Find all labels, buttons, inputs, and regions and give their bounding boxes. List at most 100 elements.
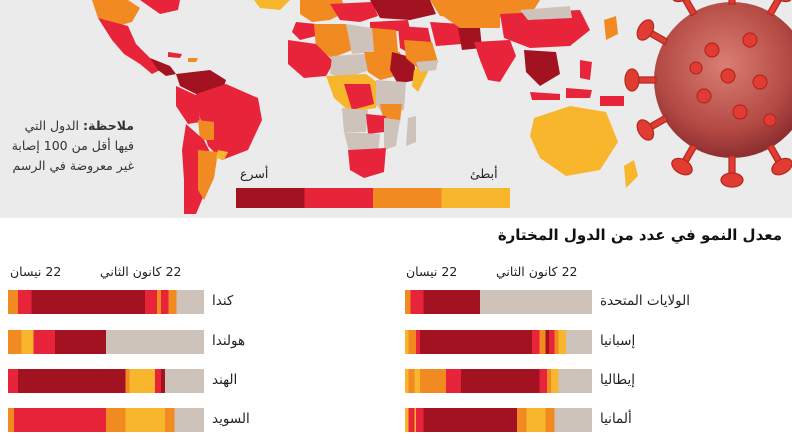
- bar-segment-red: [416, 330, 420, 354]
- map-congo: [344, 84, 374, 110]
- bar-segment-orange: [545, 408, 555, 432]
- map-japan: [604, 16, 618, 40]
- country-label: السويد: [212, 411, 250, 427]
- right-date-end-text: 22 نيسان: [406, 264, 458, 279]
- bar-segment-yellow: [414, 408, 417, 432]
- bar-segment-yellow: [405, 369, 409, 393]
- map-angola: [342, 108, 368, 132]
- growth-bar: [405, 408, 592, 432]
- map-morocco: [292, 22, 316, 40]
- map-note-text: الدول التي فيها أقل من 100 إصابة غير معر…: [11, 118, 134, 173]
- bar-segment-yellow: [526, 408, 546, 432]
- bar-segment-orange: [156, 290, 161, 314]
- left-date-end-text: 22 نيسان: [10, 264, 62, 279]
- growth-bar: [8, 408, 204, 432]
- bar-segment-none: [554, 408, 592, 432]
- right-date-end: 22 نيسان: [406, 264, 457, 279]
- bar-segment-red: [33, 330, 56, 354]
- map-indonesia-1: [530, 92, 560, 100]
- bar-segment-darkred: [55, 330, 106, 354]
- bar-segment-red: [532, 330, 540, 354]
- bar-segment-darkred: [461, 369, 540, 393]
- legend-swatch-yellow: [441, 188, 510, 208]
- map-china: [500, 10, 590, 48]
- map-mozambique: [384, 118, 400, 150]
- country-label: ألمانيا: [600, 411, 632, 427]
- bar-segment-darkred: [90, 290, 106, 314]
- left-date-start-text: 22 كانون الثاني: [100, 264, 182, 279]
- bar-segment-red: [539, 369, 548, 393]
- growth-bar: [405, 369, 592, 393]
- bar-segment-none: [558, 369, 592, 393]
- bar-segment-yellow: [21, 330, 34, 354]
- bar-segment-darkred: [545, 330, 549, 354]
- bar-segment-yellow: [405, 330, 409, 354]
- bar-segment-orange: [8, 408, 14, 432]
- country-label: الهند: [212, 372, 238, 388]
- map-south-africa: [348, 148, 386, 178]
- map-greenland: [254, 0, 290, 10]
- bar-segment-darkred: [106, 290, 146, 314]
- bar-segment-orange: [164, 408, 175, 432]
- bar-segment-red: [410, 290, 424, 314]
- bar-segment-orange: [8, 330, 22, 354]
- bar-segment-orange: [8, 290, 18, 314]
- bar-segment-orange: [408, 330, 417, 354]
- map-europe-central: [330, 2, 378, 22]
- growth-bar: [405, 330, 592, 354]
- map-central-asia: [440, 14, 500, 28]
- map-argentina-south: [198, 150, 218, 200]
- bar-segment-darkred: [489, 408, 518, 432]
- bar-segment-orange: [547, 369, 551, 393]
- map-caribbean-1: [168, 52, 182, 58]
- map-brazil: [196, 84, 262, 160]
- map-algeria: [314, 24, 352, 58]
- bar-segment-none: [174, 408, 204, 432]
- right-date-start-text: 22 كانون الثاني: [496, 264, 578, 279]
- bar-segment-yellow: [414, 369, 420, 393]
- bar-segment-none: [106, 330, 204, 354]
- growth-bar: [8, 369, 204, 393]
- bar-segment-yellow: [129, 369, 155, 393]
- map-southeast-asia: [524, 50, 560, 86]
- bar-segment-darkred: [453, 330, 533, 354]
- bar-segment-yellow: [405, 408, 409, 432]
- bar-segment-red: [155, 369, 161, 393]
- bar-segment-darkred: [423, 408, 490, 432]
- bar-segment-darkred: [17, 369, 126, 393]
- country-label: إسبانيا: [600, 333, 636, 349]
- map-egypt: [372, 28, 398, 52]
- bar-segment-orange: [419, 369, 447, 393]
- legend-swatch-orange: [373, 188, 442, 208]
- bar-segment-red: [8, 369, 18, 393]
- bar-segment-darkred: [160, 369, 165, 393]
- country-label: الولايات المتحدة: [600, 293, 691, 309]
- bar-segment-orange: [517, 408, 527, 432]
- map-note-label: ملاحظة:: [83, 118, 134, 133]
- map-west-africa: [288, 40, 334, 78]
- map-mexico: [98, 18, 160, 74]
- left-date-start: 22 كانون الثاني: [100, 264, 182, 279]
- bar-segment-red: [446, 369, 462, 393]
- map-png: [600, 96, 624, 106]
- map-libya: [346, 24, 374, 54]
- map-australia: [530, 106, 618, 176]
- legend-swatch-red: [304, 188, 373, 208]
- bar-segment-yellow: [550, 369, 559, 393]
- legend-color-scale: [236, 188, 510, 208]
- growth-bar: [8, 330, 204, 354]
- growth-bar: [8, 290, 204, 314]
- bar-segment-yellow: [125, 408, 165, 432]
- country-label: هولندا: [212, 333, 246, 349]
- growth-bar: [405, 290, 592, 314]
- legend-swatch-darkred: [236, 188, 305, 208]
- map-iran: [430, 22, 462, 46]
- bar-segment-none: [479, 290, 592, 314]
- left-date-end: 22 نيسان: [10, 264, 61, 279]
- bar-segment-orange: [125, 369, 130, 393]
- map-caribbean-2: [188, 58, 198, 62]
- bar-segment-red: [408, 408, 415, 432]
- map-zambia: [366, 114, 386, 134]
- bar-segment-none: [176, 290, 204, 314]
- bar-segment-red: [145, 290, 157, 314]
